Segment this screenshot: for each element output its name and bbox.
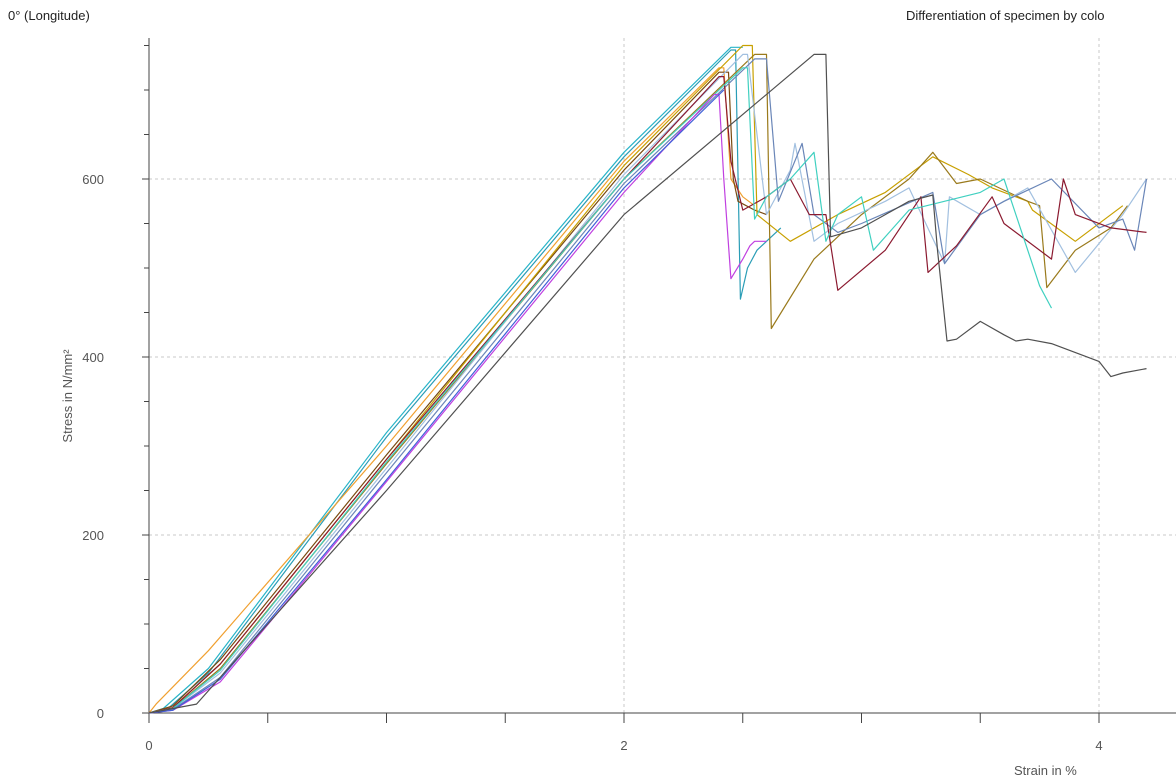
y-tick-label: 200 bbox=[82, 528, 104, 543]
y-axis-label: Stress in N/mm² bbox=[60, 349, 75, 443]
y-tick-label: 600 bbox=[82, 172, 104, 187]
series-line-7 bbox=[148, 53, 1147, 714]
y-tick-label: 0 bbox=[97, 706, 104, 721]
x-axis-label: Strain in % bbox=[1014, 763, 1077, 778]
x-tick-label: 0 bbox=[145, 738, 152, 753]
series-line-11 bbox=[148, 93, 767, 714]
series-line-8 bbox=[148, 58, 1148, 714]
series-line-12 bbox=[148, 89, 725, 714]
legend-note: Differentiation of specimen by colo bbox=[906, 8, 1105, 23]
chart-title: 0° (Longitude) bbox=[8, 8, 90, 23]
series-line-3 bbox=[148, 67, 755, 714]
x-tick-label: 2 bbox=[620, 738, 627, 753]
y-tick-label: 400 bbox=[82, 350, 104, 365]
series-line-4 bbox=[148, 71, 767, 714]
grid-lines bbox=[149, 38, 1176, 713]
x-tick-label: 4 bbox=[1095, 738, 1102, 753]
series-line-10 bbox=[148, 67, 1053, 714]
tick-labels: 0 200 400 600 0 2 4 bbox=[82, 172, 1102, 753]
series-line-6 bbox=[148, 53, 1128, 714]
series-line-9 bbox=[148, 75, 1147, 714]
series-line-13 bbox=[148, 53, 1147, 714]
axes bbox=[142, 38, 1176, 723]
data-series bbox=[148, 44, 1148, 714]
series-line-1 bbox=[148, 49, 782, 714]
